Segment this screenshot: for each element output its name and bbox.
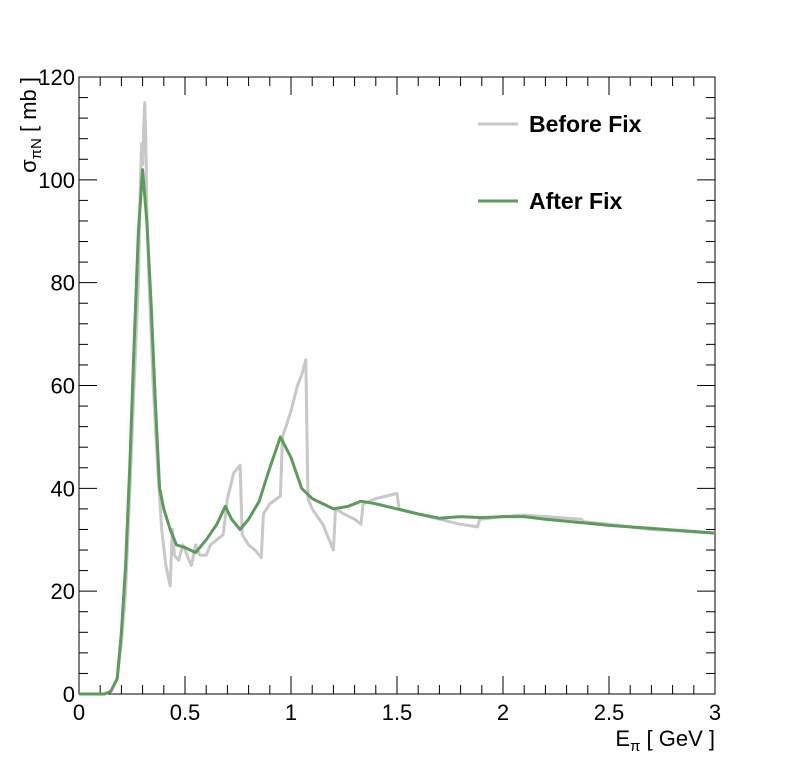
legend-label-after-fix: After Fix	[529, 188, 623, 214]
series-line-before-fix	[79, 101, 716, 696]
x-tick-label: 0.5	[170, 700, 201, 725]
x-tick-label: 1	[285, 700, 297, 725]
x-tick-label: 1.5	[382, 700, 413, 725]
legend: Before Fix After Fix	[478, 111, 642, 214]
y-tick-label: 0	[63, 682, 75, 707]
plot-frame	[78, 76, 716, 695]
y-tick-label: 40	[51, 476, 75, 501]
series-lines	[79, 101, 716, 696]
x-tick-label: 0	[73, 700, 85, 725]
y-axis-title: σπN [ mb ]	[16, 77, 45, 173]
x-axis-title: Eπ [ GeV ]	[615, 726, 715, 755]
y-tick-label: 60	[51, 374, 75, 399]
x-tick-label: 2	[497, 700, 509, 725]
y-tick-label: 120	[38, 65, 75, 90]
y-tick-label: 20	[51, 579, 75, 604]
x-tick-label: 3	[709, 700, 721, 725]
legend-label-before-fix: Before Fix	[529, 111, 642, 137]
y-tick-label: 100	[38, 168, 75, 193]
tick-labels: 0 0.5 1 1.5 2 2.5 3 0 20 40 60 80 100 120	[38, 65, 721, 725]
axis-ticks	[78, 76, 716, 695]
y-tick-label: 80	[51, 271, 75, 296]
series-line-after-fix	[79, 168, 716, 696]
x-tick-label: 2.5	[594, 700, 625, 725]
